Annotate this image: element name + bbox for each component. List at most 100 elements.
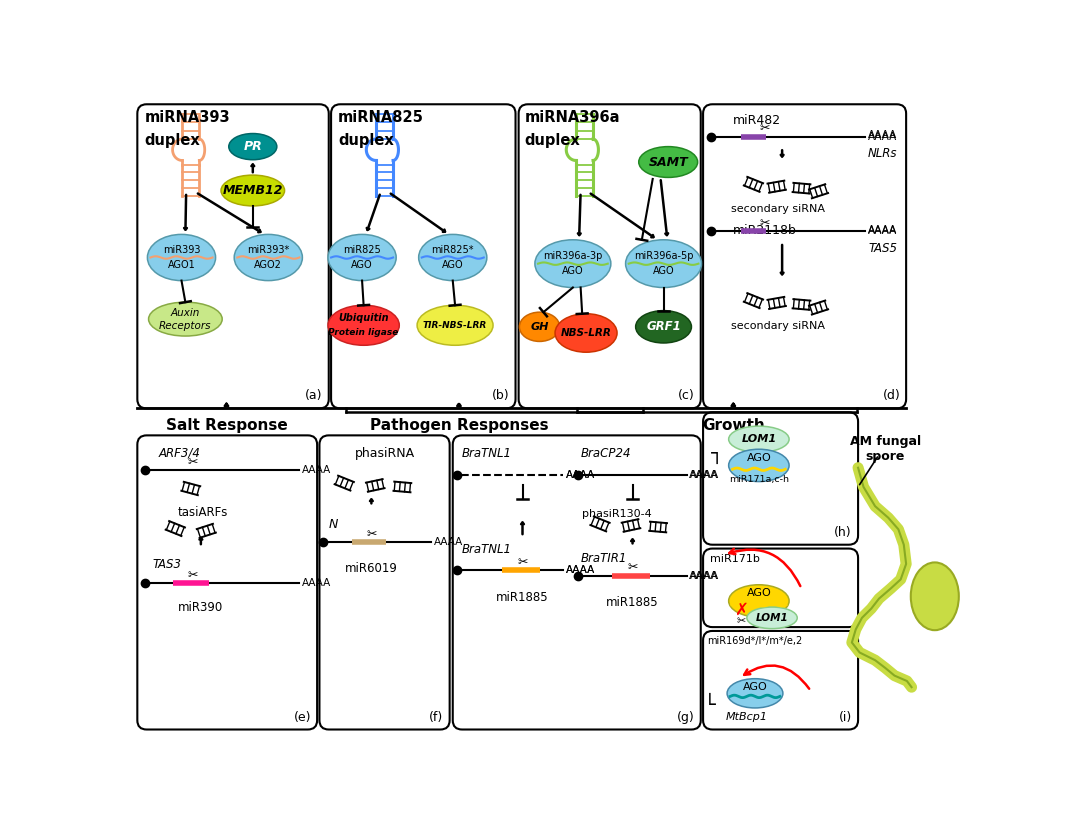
Ellipse shape	[221, 176, 284, 206]
Ellipse shape	[519, 312, 559, 341]
Text: AAAA: AAAA	[690, 570, 719, 581]
Text: TIR-NBS-LRR: TIR-NBS-LRR	[423, 321, 487, 330]
Text: (e): (e)	[294, 711, 311, 724]
Text: AGO2: AGO2	[255, 260, 282, 270]
Ellipse shape	[555, 314, 617, 352]
Text: Salt Response: Salt Response	[165, 418, 287, 433]
Text: AGO: AGO	[562, 266, 583, 276]
Text: ✂: ✂	[517, 556, 528, 569]
Text: Auxin: Auxin	[171, 308, 200, 318]
Text: AAAA: AAAA	[868, 227, 897, 236]
Text: Growth: Growth	[702, 418, 765, 433]
Text: AAAA: AAAA	[566, 471, 595, 480]
Text: AAAA: AAAA	[868, 132, 897, 142]
Text: phasiRNA: phasiRNA	[354, 447, 415, 460]
Text: miR169d*/l*/m*/e,2: miR169d*/l*/m*/e,2	[707, 636, 802, 646]
Text: miR393: miR393	[163, 245, 200, 255]
Text: AAAA: AAAA	[689, 471, 718, 480]
Text: tasiARFs: tasiARFs	[178, 506, 228, 519]
Text: phasiR130-4: phasiR130-4	[582, 508, 652, 518]
Text: (i): (i)	[839, 711, 852, 724]
Text: miR825*: miR825*	[432, 245, 474, 255]
Text: BraTNL1: BraTNL1	[462, 447, 512, 460]
Text: ✂: ✂	[187, 456, 198, 469]
Text: AM fungal: AM fungal	[850, 434, 921, 447]
Text: AGO: AGO	[746, 588, 771, 598]
Text: AGO: AGO	[351, 260, 373, 270]
Text: GH: GH	[530, 322, 549, 332]
Text: (g): (g)	[677, 711, 694, 724]
Text: (b): (b)	[491, 389, 510, 402]
Text: ✂: ✂	[627, 561, 638, 574]
Text: TAS3: TAS3	[152, 558, 181, 571]
Text: AAAA: AAAA	[868, 130, 897, 140]
Text: ✂: ✂	[759, 217, 770, 230]
Ellipse shape	[625, 240, 702, 288]
Ellipse shape	[727, 679, 783, 708]
Text: ✂: ✂	[759, 123, 770, 135]
Text: miR171b: miR171b	[710, 554, 760, 564]
Ellipse shape	[636, 311, 691, 343]
Ellipse shape	[328, 234, 396, 281]
Text: miR2118b: miR2118b	[733, 223, 797, 236]
Ellipse shape	[328, 305, 400, 345]
Text: ✂: ✂	[187, 569, 198, 582]
Text: Pathogen Responses: Pathogen Responses	[369, 418, 549, 433]
Text: AAAA: AAAA	[434, 537, 463, 547]
Text: AGO: AGO	[652, 266, 674, 276]
Text: miR1885: miR1885	[496, 591, 549, 604]
Text: (h): (h)	[834, 527, 852, 540]
Text: (d): (d)	[883, 389, 901, 402]
Ellipse shape	[147, 234, 216, 281]
Text: PR: PR	[243, 140, 262, 153]
Text: AGO: AGO	[442, 260, 463, 270]
Text: miR393*: miR393*	[247, 245, 289, 255]
Text: spore: spore	[865, 450, 905, 463]
Text: duplex: duplex	[525, 133, 581, 147]
Text: miR396a-5p: miR396a-5p	[634, 251, 693, 261]
Text: BraTIR1: BraTIR1	[581, 552, 627, 565]
Text: miRNA393: miRNA393	[145, 110, 230, 124]
Text: BraCP24: BraCP24	[581, 447, 631, 460]
Text: (a): (a)	[305, 389, 323, 402]
Text: LOM1: LOM1	[756, 613, 788, 623]
Text: duplex: duplex	[338, 133, 394, 147]
Text: Ubiquitin: Ubiquitin	[338, 312, 389, 322]
Text: ✗: ✗	[734, 602, 748, 619]
Ellipse shape	[638, 147, 698, 177]
Text: NLRs: NLRs	[868, 147, 897, 161]
Ellipse shape	[419, 234, 487, 281]
Text: AAAA: AAAA	[302, 465, 332, 475]
Text: BraTNL1: BraTNL1	[462, 543, 512, 556]
Text: AGO1: AGO1	[167, 260, 195, 270]
Text: AAAA: AAAA	[566, 471, 595, 480]
Text: miRNA396a: miRNA396a	[525, 110, 620, 124]
Text: miR825: miR825	[343, 245, 381, 255]
Text: GRF1: GRF1	[646, 321, 680, 333]
Text: miR171a,c-h: miR171a,c-h	[729, 475, 788, 484]
Ellipse shape	[229, 133, 276, 160]
Text: Receptors: Receptors	[159, 321, 212, 331]
Text: MtBcp1: MtBcp1	[726, 712, 768, 722]
Ellipse shape	[747, 607, 797, 629]
Ellipse shape	[910, 563, 959, 630]
Ellipse shape	[729, 426, 789, 452]
Text: └: └	[704, 696, 716, 715]
Text: secondary siRNA: secondary siRNA	[731, 204, 825, 213]
Text: SAMT: SAMT	[648, 156, 688, 169]
Ellipse shape	[535, 240, 611, 288]
Text: ✂: ✂	[737, 616, 745, 626]
Text: AAAA: AAAA	[302, 578, 332, 588]
Text: AAAA: AAAA	[690, 471, 719, 480]
Text: LOM1: LOM1	[741, 434, 777, 444]
Text: miR390: miR390	[178, 601, 224, 614]
Text: miR396a-3p: miR396a-3p	[543, 251, 603, 261]
Text: duplex: duplex	[145, 133, 200, 147]
Text: AAAA: AAAA	[566, 565, 595, 575]
Ellipse shape	[149, 302, 222, 336]
Text: miRNA825: miRNA825	[338, 110, 424, 124]
Text: miR1885: miR1885	[606, 597, 659, 609]
Text: AAAA: AAAA	[689, 570, 718, 581]
Text: └: └	[701, 441, 713, 460]
Text: (f): (f)	[429, 711, 444, 724]
